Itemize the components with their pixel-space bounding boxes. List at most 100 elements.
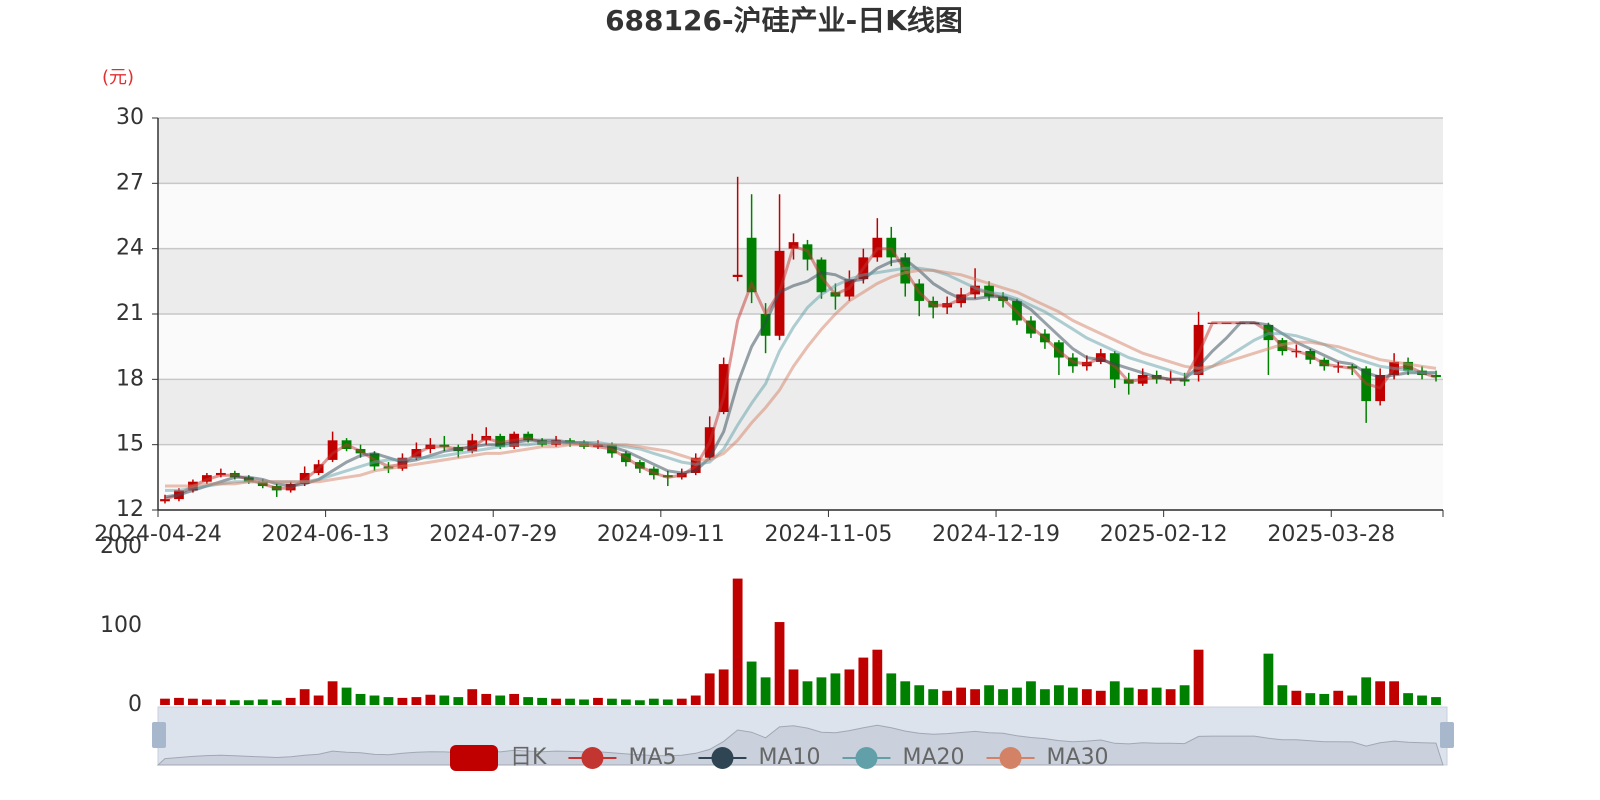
ma-line [165,266,1436,492]
volume-bar [1291,690,1302,705]
volume-bar [257,699,268,705]
volume-bar [1403,693,1413,705]
volume-bar [439,695,450,705]
volume-bar [760,677,771,705]
volume-bar [1417,695,1427,705]
legend-icon [999,747,1022,769]
volume-bar [942,690,953,705]
volume-bar [774,622,785,705]
y-axis-label: (元) [102,67,134,88]
x-tick-label: 2025-03-28 [1267,522,1395,547]
volume-bar [453,697,464,705]
volume-bar [1054,685,1064,705]
volume-bar [341,687,352,705]
volume-bar [1263,653,1274,705]
volume-bar [1305,693,1316,705]
volume-bar [1375,681,1386,705]
volume-bar [648,698,659,705]
volume-bar [718,669,729,705]
volume-bar [1389,681,1400,705]
volume-bar [844,669,855,705]
volume-bar [858,657,869,705]
volume-bar [872,649,883,705]
y-tick-label: 30 [116,105,144,130]
legend-icon [581,747,604,769]
legend-icon [711,747,734,769]
candle-body [746,237,757,293]
volume-bar [1319,693,1330,705]
volume-bar [593,697,603,705]
volume-bar [1040,689,1050,705]
zoom-handle[interactable] [152,722,166,748]
volume-bar [174,697,184,705]
legend-label: 日K [510,745,547,770]
volume-bar [607,698,617,705]
volume-bar [299,689,310,705]
volume-bar [1095,690,1106,705]
legend-label: MA10 [758,745,820,770]
y-tick-label: 24 [116,236,144,261]
volume-bar [788,669,799,705]
y-tick-label: 18 [116,366,144,391]
volume-bar [676,698,687,705]
data-zoom[interactable] [152,706,1454,766]
y-tick-label: 27 [116,170,144,195]
legend-item[interactable]: MA10 [698,745,821,770]
legend-item[interactable]: MA5 [568,745,676,770]
legend-icon [450,745,498,771]
x-tick-label: 2024-06-13 [262,522,390,547]
x-tick-label: 2024-04-24 [94,522,222,547]
volume-bar [369,695,380,705]
volume-bar [830,673,841,705]
x-tick-label: 2024-09-11 [597,522,725,547]
volume-bar [481,693,492,705]
volume-bar [1067,687,1078,705]
volume-bar [732,578,743,705]
volume-bar [243,700,254,705]
x-tick-label: 2024-12-19 [932,522,1060,547]
volume-bar [327,681,338,705]
volume-bar [160,698,170,705]
volume-bar [579,699,589,705]
split-area [158,118,1443,184]
split-area [158,314,1443,380]
volume-bar [802,681,813,705]
legend-item[interactable]: MA20 [842,745,965,770]
ma-line [164,258,1436,499]
volume-bar [998,689,1008,705]
chart-title: 688126-沪硅产业-日K线图 [605,4,963,37]
x-tick-label: 2025-02-12 [1100,522,1228,547]
volume-bar [704,673,715,705]
volume-bar [662,699,673,705]
volume-bar [970,689,980,705]
volume-tick-label: 0 [128,692,142,717]
volume-bar [1026,681,1036,705]
candle-body [160,499,170,502]
candle-body [718,364,729,412]
legend-item[interactable]: 日K [450,745,547,771]
volume-bar [1109,681,1120,705]
volume-bar [201,699,212,705]
y-tick-label: 15 [116,432,144,457]
x-tick-label: 2024-07-29 [429,522,557,547]
volume-bar [1193,649,1204,705]
volume-bar [383,697,394,705]
y-tick-label: 12 [116,497,144,522]
split-area [158,248,1443,314]
volume-bar [215,699,226,705]
split-area [158,183,1443,249]
volume-bar [1277,685,1288,705]
volume-bar [467,689,478,705]
volume-bar [928,689,939,705]
legend-label: MA20 [903,745,965,770]
volume-bar [816,677,827,705]
y-tick-label: 21 [116,301,144,326]
volume-bar [523,697,534,705]
zoom-handle[interactable] [1440,722,1454,748]
volume-bar [1431,697,1441,705]
volume-bar [1179,685,1190,705]
ma-line [165,268,1437,488]
legend-item[interactable]: MA30 [986,745,1109,770]
